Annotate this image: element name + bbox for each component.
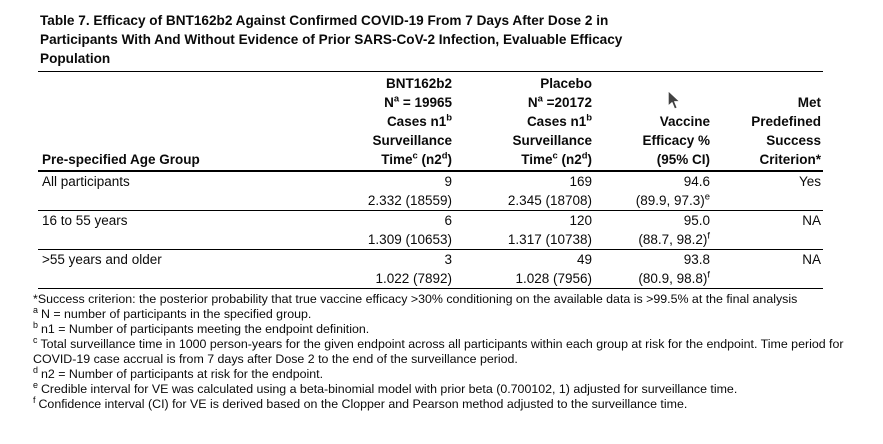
cell-vaccine-efficacy: 95.0 (88.7, 98.2)f	[594, 210, 712, 250]
page-title: Table 7. Efficacy of BNT162b2 Against Co…	[40, 11, 840, 68]
footnote-b: b n1 = Number of participants meeting the…	[33, 319, 857, 337]
cell-bnt162b2: 9 2.332 (18559)	[288, 171, 454, 211]
col-header-line: (95% CI)	[656, 152, 710, 167]
footnote-marker: b	[33, 319, 38, 330]
footnote-d: d n2 = Number of participants at risk for…	[33, 364, 857, 382]
footnote-f: f Confidence interval (CI) for VE is deri…	[33, 394, 857, 412]
footnote-c: c Total surveillance time in 1000 person-…	[33, 334, 857, 367]
efficacy-table: Pre-specified Age Group BNT162b2 Na = 19…	[38, 71, 823, 289]
footnote-success-criterion: *Success criterion: the posterior probab…	[33, 292, 857, 307]
footnote-marker: c	[33, 334, 38, 345]
cell-surveillance-time: 1.028 (7956)	[515, 271, 592, 286]
table-row-over-55: >55 years and older 3 1.022 (7892) 49 1.…	[38, 249, 823, 289]
cell-cases: 49	[576, 252, 592, 267]
cell-bnt162b2: 3 1.022 (7892)	[288, 249, 454, 289]
col-header-line: Timec (n2d)	[381, 150, 452, 167]
page-title-line: Table 7. Efficacy of BNT162b2 Against Co…	[40, 13, 609, 28]
cell-surveillance-time: 2.332 (18559)	[367, 193, 452, 208]
cell-ve-value: 93.8	[683, 252, 710, 267]
cell-vaccine-efficacy: 94.6 (89.9, 97.3)e	[594, 171, 712, 211]
cell-ve-ci: (89.9, 97.3)e	[635, 191, 710, 208]
cell-placebo: 49 1.028 (7956)	[454, 249, 594, 289]
cell-met-criterion: Yes	[712, 171, 823, 211]
col-header-line: Na =20172	[527, 93, 592, 110]
cell-ve-ci: (88.7, 98.2)f	[638, 230, 710, 247]
cell-vaccine-efficacy: 93.8 (80.9, 98.8)f	[594, 249, 712, 289]
footnotes-section: *Success criterion: the posterior probab…	[33, 292, 857, 412]
cell-placebo: 120 1.317 (10738)	[454, 210, 594, 250]
col-header-line: Met	[797, 95, 821, 110]
footnote-marker: a	[33, 304, 38, 315]
footnote-marker: e	[33, 379, 38, 390]
cell-cases: 9	[444, 174, 452, 189]
table-row-all-participants: All participants 9 2.332 (18559) 169 2.3…	[38, 171, 823, 211]
cell-age-group: >55 years and older	[38, 249, 288, 289]
footnote-text: *Success criterion: the posterior probab…	[33, 292, 798, 306]
col-header-line: Surveillance	[512, 133, 592, 148]
col-header-line: Surveillance	[372, 133, 452, 148]
footnote-marker: f	[33, 394, 36, 405]
page-title-line: Population	[40, 51, 111, 66]
cell-cases: 3	[444, 252, 452, 267]
col-header-line: Pre-specified Age Group	[42, 152, 200, 167]
col-header-vaccine-efficacy: Vaccine Efficacy % (95% CI)	[594, 71, 712, 172]
footnote-text: Credible interval for VE was calculated …	[40, 382, 738, 396]
table-row-16-to-55: 16 to 55 years 6 1.309 (10653) 120 1.317…	[38, 210, 823, 250]
col-header-success-criterion: Met Predefined Success Criterion*	[712, 71, 823, 172]
cell-age-group: 16 to 55 years	[38, 210, 288, 250]
footnote-marker: d	[33, 364, 38, 375]
col-header-line: Predefined	[751, 114, 821, 129]
col-header-line: Placebo	[540, 76, 592, 91]
cell-surveillance-time: 1.317 (10738)	[507, 232, 592, 247]
footnote-text: Total surveillance time in 1000 person-y…	[33, 337, 844, 366]
col-header-line: Criterion*	[759, 152, 821, 167]
cell-surveillance-time: 1.309 (10653)	[367, 232, 452, 247]
col-header-line: Na = 19965	[384, 93, 452, 110]
footnote-text: Confidence interval (CI) for VE is deriv…	[38, 397, 688, 411]
page-title-line: Participants With And Without Evidence o…	[40, 32, 623, 47]
col-header-line: Vaccine	[659, 114, 710, 129]
footnote-e: e Credible interval for VE was calculated…	[33, 379, 857, 397]
cell-placebo: 169 2.345 (18708)	[454, 171, 594, 211]
col-header-line: Success	[766, 133, 821, 148]
footnote-text: N = number of participants in the specif…	[40, 307, 312, 321]
table-header-row: Pre-specified Age Group BNT162b2 Na = 19…	[38, 71, 823, 172]
cell-cases: 120	[569, 213, 592, 228]
cell-cases: 6	[444, 213, 452, 228]
col-header-line: Cases n1b	[526, 112, 592, 129]
cell-surveillance-time: 1.022 (7892)	[375, 271, 452, 286]
col-header-line: Timec (n2d)	[521, 150, 592, 167]
cell-cases: 169	[569, 174, 592, 189]
cell-met-criterion: NA	[712, 249, 823, 289]
cell-ve-value: 94.6	[683, 174, 710, 189]
cell-met-criterion: NA	[712, 210, 823, 250]
cell-bnt162b2: 6 1.309 (10653)	[288, 210, 454, 250]
footnote-text: n2 = Number of participants at risk for …	[40, 367, 324, 381]
cell-surveillance-time: 2.345 (18708)	[507, 193, 592, 208]
footnote-text: n1 = Number of participants meeting the …	[40, 322, 370, 336]
col-header-bnt162b2: BNT162b2 Na = 19965 Cases n1b Surveillan…	[288, 71, 454, 172]
cell-ve-ci: (80.9, 98.8)f	[638, 269, 710, 286]
col-header-age-group: Pre-specified Age Group	[38, 71, 288, 172]
mouse-cursor-icon	[667, 90, 681, 110]
cell-age-group: All participants	[38, 171, 288, 211]
cell-ve-value: 95.0	[683, 213, 710, 228]
col-header-placebo: Placebo Na =20172 Cases n1b Surveillance…	[454, 71, 594, 172]
col-header-line: BNT162b2	[385, 76, 452, 91]
col-header-line: Cases n1b	[386, 112, 452, 129]
col-header-line: Efficacy %	[642, 133, 710, 148]
